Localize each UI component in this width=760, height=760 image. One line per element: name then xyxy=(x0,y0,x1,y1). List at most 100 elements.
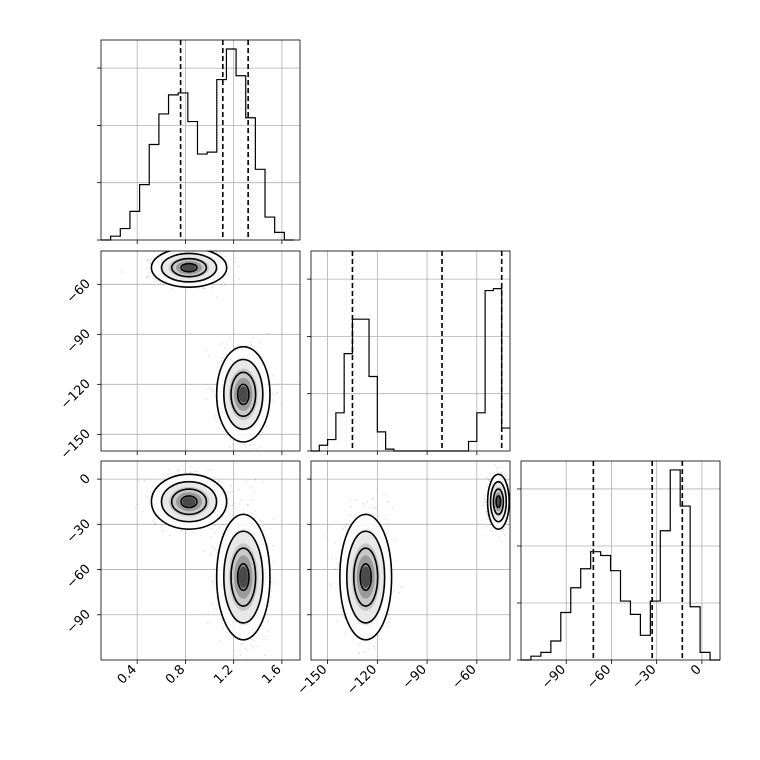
joint-panel-p1-p2-sample-point xyxy=(386,500,389,503)
joint-panel-p1-p2-sample-point xyxy=(482,527,484,529)
joint-panel-p0-p1-sample-point xyxy=(203,288,206,290)
joint-panel-p1-p2-sample-point xyxy=(334,568,337,570)
joint-panel-p1-p2-sample-point xyxy=(372,498,374,501)
joint-panel-p0-p2-sample-point xyxy=(260,520,263,523)
joint-panel-p0-p2-sample-point xyxy=(197,471,199,473)
joint-panel-p1-p2-sample-point xyxy=(487,479,490,482)
joint-panel-p0-p2-sample-point xyxy=(246,503,249,506)
joint-panel-p0-p2-sample-point xyxy=(217,480,220,483)
joint-panel-p0-p2-sample-point xyxy=(214,524,216,526)
joint-panel-p0-p2-sample-point xyxy=(179,472,181,475)
joint-panel-p0-p1-sample-point xyxy=(227,274,229,276)
joint-panel-p0-p2-sample-point xyxy=(256,645,259,647)
joint-panel-p0-p1-sample-point xyxy=(267,332,269,335)
joint-panel-p1-p2-sample-point xyxy=(497,467,499,469)
joint-panel-p1-p2-sample-point xyxy=(389,617,392,620)
joint-panel-p0-p2-sample-point xyxy=(273,582,276,585)
joint-panel-p1-p2-sample-point xyxy=(383,494,385,496)
joint-panel-p1-p2-sample-point xyxy=(490,524,492,526)
joint-panel-p1-p2-density-group xyxy=(323,464,510,655)
joint-panel-p0-p1-sample-point xyxy=(238,265,240,268)
joint-panel-p1-p2-sample-point xyxy=(331,585,334,588)
joint-panel-p0-p1-sample-point xyxy=(148,276,150,279)
joint-panel-p0-p2-sample-point xyxy=(270,590,273,593)
joint-panel-p0-p2-sample-point xyxy=(244,481,247,483)
joint-panel-p0-p1-mode-0-contour-2 xyxy=(170,257,208,278)
joint-panel-p0-p1-sample-point xyxy=(259,354,262,356)
joint-panel-p0-p2-sample-point xyxy=(219,640,222,643)
joint-panel-p0-p2-sample-point xyxy=(252,639,255,642)
joint-panel-p0-p2-sample-point xyxy=(242,508,245,510)
joint-panel-p1-p2-sample-point xyxy=(485,504,487,507)
joint-panel-p1-p2-sample-point xyxy=(398,591,401,594)
joint-panel-p0-p2-sample-point xyxy=(228,636,231,638)
joint-panel-p0-p2-sample-point xyxy=(146,496,148,498)
joint-panel-p0-p2-mode-0-contour-3 xyxy=(180,495,198,509)
joint-panel-p0-p1-sample-point xyxy=(249,341,252,344)
joint-panel-p0-p2-sample-point xyxy=(228,514,231,517)
joint-panel-p1-p2-sample-point xyxy=(391,507,394,509)
joint-panel-p0-p2-sample-point xyxy=(243,512,245,514)
joint-panel-p0-p1-sample-point xyxy=(250,343,253,346)
joint-panel-p1-p2-mode-0-contour-1 xyxy=(346,530,386,624)
joint-panel-p0-p2-sample-point xyxy=(168,469,171,471)
joint-panel-p0-p2-sample-point xyxy=(239,653,242,656)
joint-panel-p1-p2-sample-point xyxy=(337,564,340,566)
joint-panel-p0-p2-sample-point xyxy=(242,643,244,646)
joint-panel-p0-p1-sample-point xyxy=(146,259,148,262)
joint-panel-p1-p2-sample-point xyxy=(371,497,374,499)
joint-panel-p0-p1-sample-point xyxy=(207,388,209,391)
joint-panel-p0-p1-mode-1-contour-3 xyxy=(236,383,250,406)
joint-panel-p0-p1-sample-point xyxy=(272,393,275,395)
joint-panel-p0-p1-density-group xyxy=(121,244,282,451)
joint-panel-p0-p1-sample-point xyxy=(237,344,239,346)
joint-panel-p0-p2-mode-1-contour-0 xyxy=(215,513,271,641)
joint-panel-p0-p2-sample-point xyxy=(269,600,272,602)
joint-panel-p0-p2-sample-point xyxy=(177,470,180,472)
joint-panel-p0-p1-sample-point xyxy=(152,277,154,279)
joint-panel-p0-p2-sample-point xyxy=(207,469,209,472)
joint-panel-p1-p2-sample-point xyxy=(387,501,390,503)
joint-panel-p1-p2-sample-point xyxy=(342,528,345,530)
joint-panel-p0-p1-mode-0-contour-1 xyxy=(160,252,218,283)
joint-panel-p0-p1-sample-point xyxy=(186,288,188,291)
joint-panel-p0-p1-sample-point xyxy=(250,344,252,347)
joint-panel-p1-p2-sample-point xyxy=(335,620,338,623)
joint-panel-p0-p1-sample-point xyxy=(202,286,204,289)
joint-panel-p0-p2-sample-point xyxy=(213,477,216,479)
joint-panel-p1-p2-sample-point xyxy=(506,479,509,482)
joint-panel-p0-p2-sample-point xyxy=(213,547,215,550)
joint-panel-p0-p1-sample-point xyxy=(147,275,149,278)
joint-panel-p0-p1-mode-1-density-fill-4 xyxy=(238,386,248,403)
joint-panel-p1-p2-sample-point xyxy=(338,562,340,564)
joint-panel-p1-p2-sample-point xyxy=(372,645,375,648)
joint-panel-p0-p2-mode-0-contour-2 xyxy=(170,488,208,516)
joint-panel-p0-p1-sample-point xyxy=(215,296,218,299)
joint-panel-p0-p1-sample-point xyxy=(173,245,175,247)
joint-panel-p0-p2-sample-point xyxy=(250,486,253,489)
joint-panel-p0-p2-sample-point xyxy=(168,475,170,478)
joint-panel-p0-p2-sample-point xyxy=(151,490,153,492)
joint-panel-p0-p1-sample-point xyxy=(249,449,252,451)
joint-panel-p1-p2-sample-point xyxy=(507,527,509,529)
joint-panel-p0-p2-sample-point xyxy=(194,470,197,473)
joint-panel-p0-p1-mode-0-contour-3 xyxy=(180,262,198,273)
joint-panel-p0-p1-sample-point xyxy=(204,244,206,246)
joint-panel-p0-p2-sample-point xyxy=(159,480,162,482)
joint-panel-p0-p1-sample-point xyxy=(215,421,218,424)
joint-panel-p0-p2-sample-point xyxy=(221,523,223,526)
joint-panel-p0-p1-sample-point xyxy=(146,267,148,269)
joint-panel-p0-p2-sample-point xyxy=(265,638,267,641)
joint-panel-p1-p2-sample-point xyxy=(350,505,353,508)
joint-panel-p0-p1-sample-point xyxy=(175,247,177,249)
joint-panel-p0-p1-mode-1-contour-1 xyxy=(223,358,264,430)
joint-panel-p0-p1-sample-point xyxy=(223,347,226,349)
joint-panel-p0-p1-sample-point xyxy=(149,260,151,263)
joint-panel-p0-p2-sample-point xyxy=(209,468,212,471)
joint-panel-p0-p2-sample-point xyxy=(219,526,221,528)
joint-panel-p0-p1-sample-point xyxy=(230,438,232,440)
joint-panel-p0-p1-sample-point xyxy=(213,389,216,392)
joint-panel-p1-p2-sample-point xyxy=(363,651,365,653)
joint-panel-p1-p2-sample-point xyxy=(386,533,389,535)
joint-panel-p1-p2-sample-point xyxy=(357,643,360,646)
